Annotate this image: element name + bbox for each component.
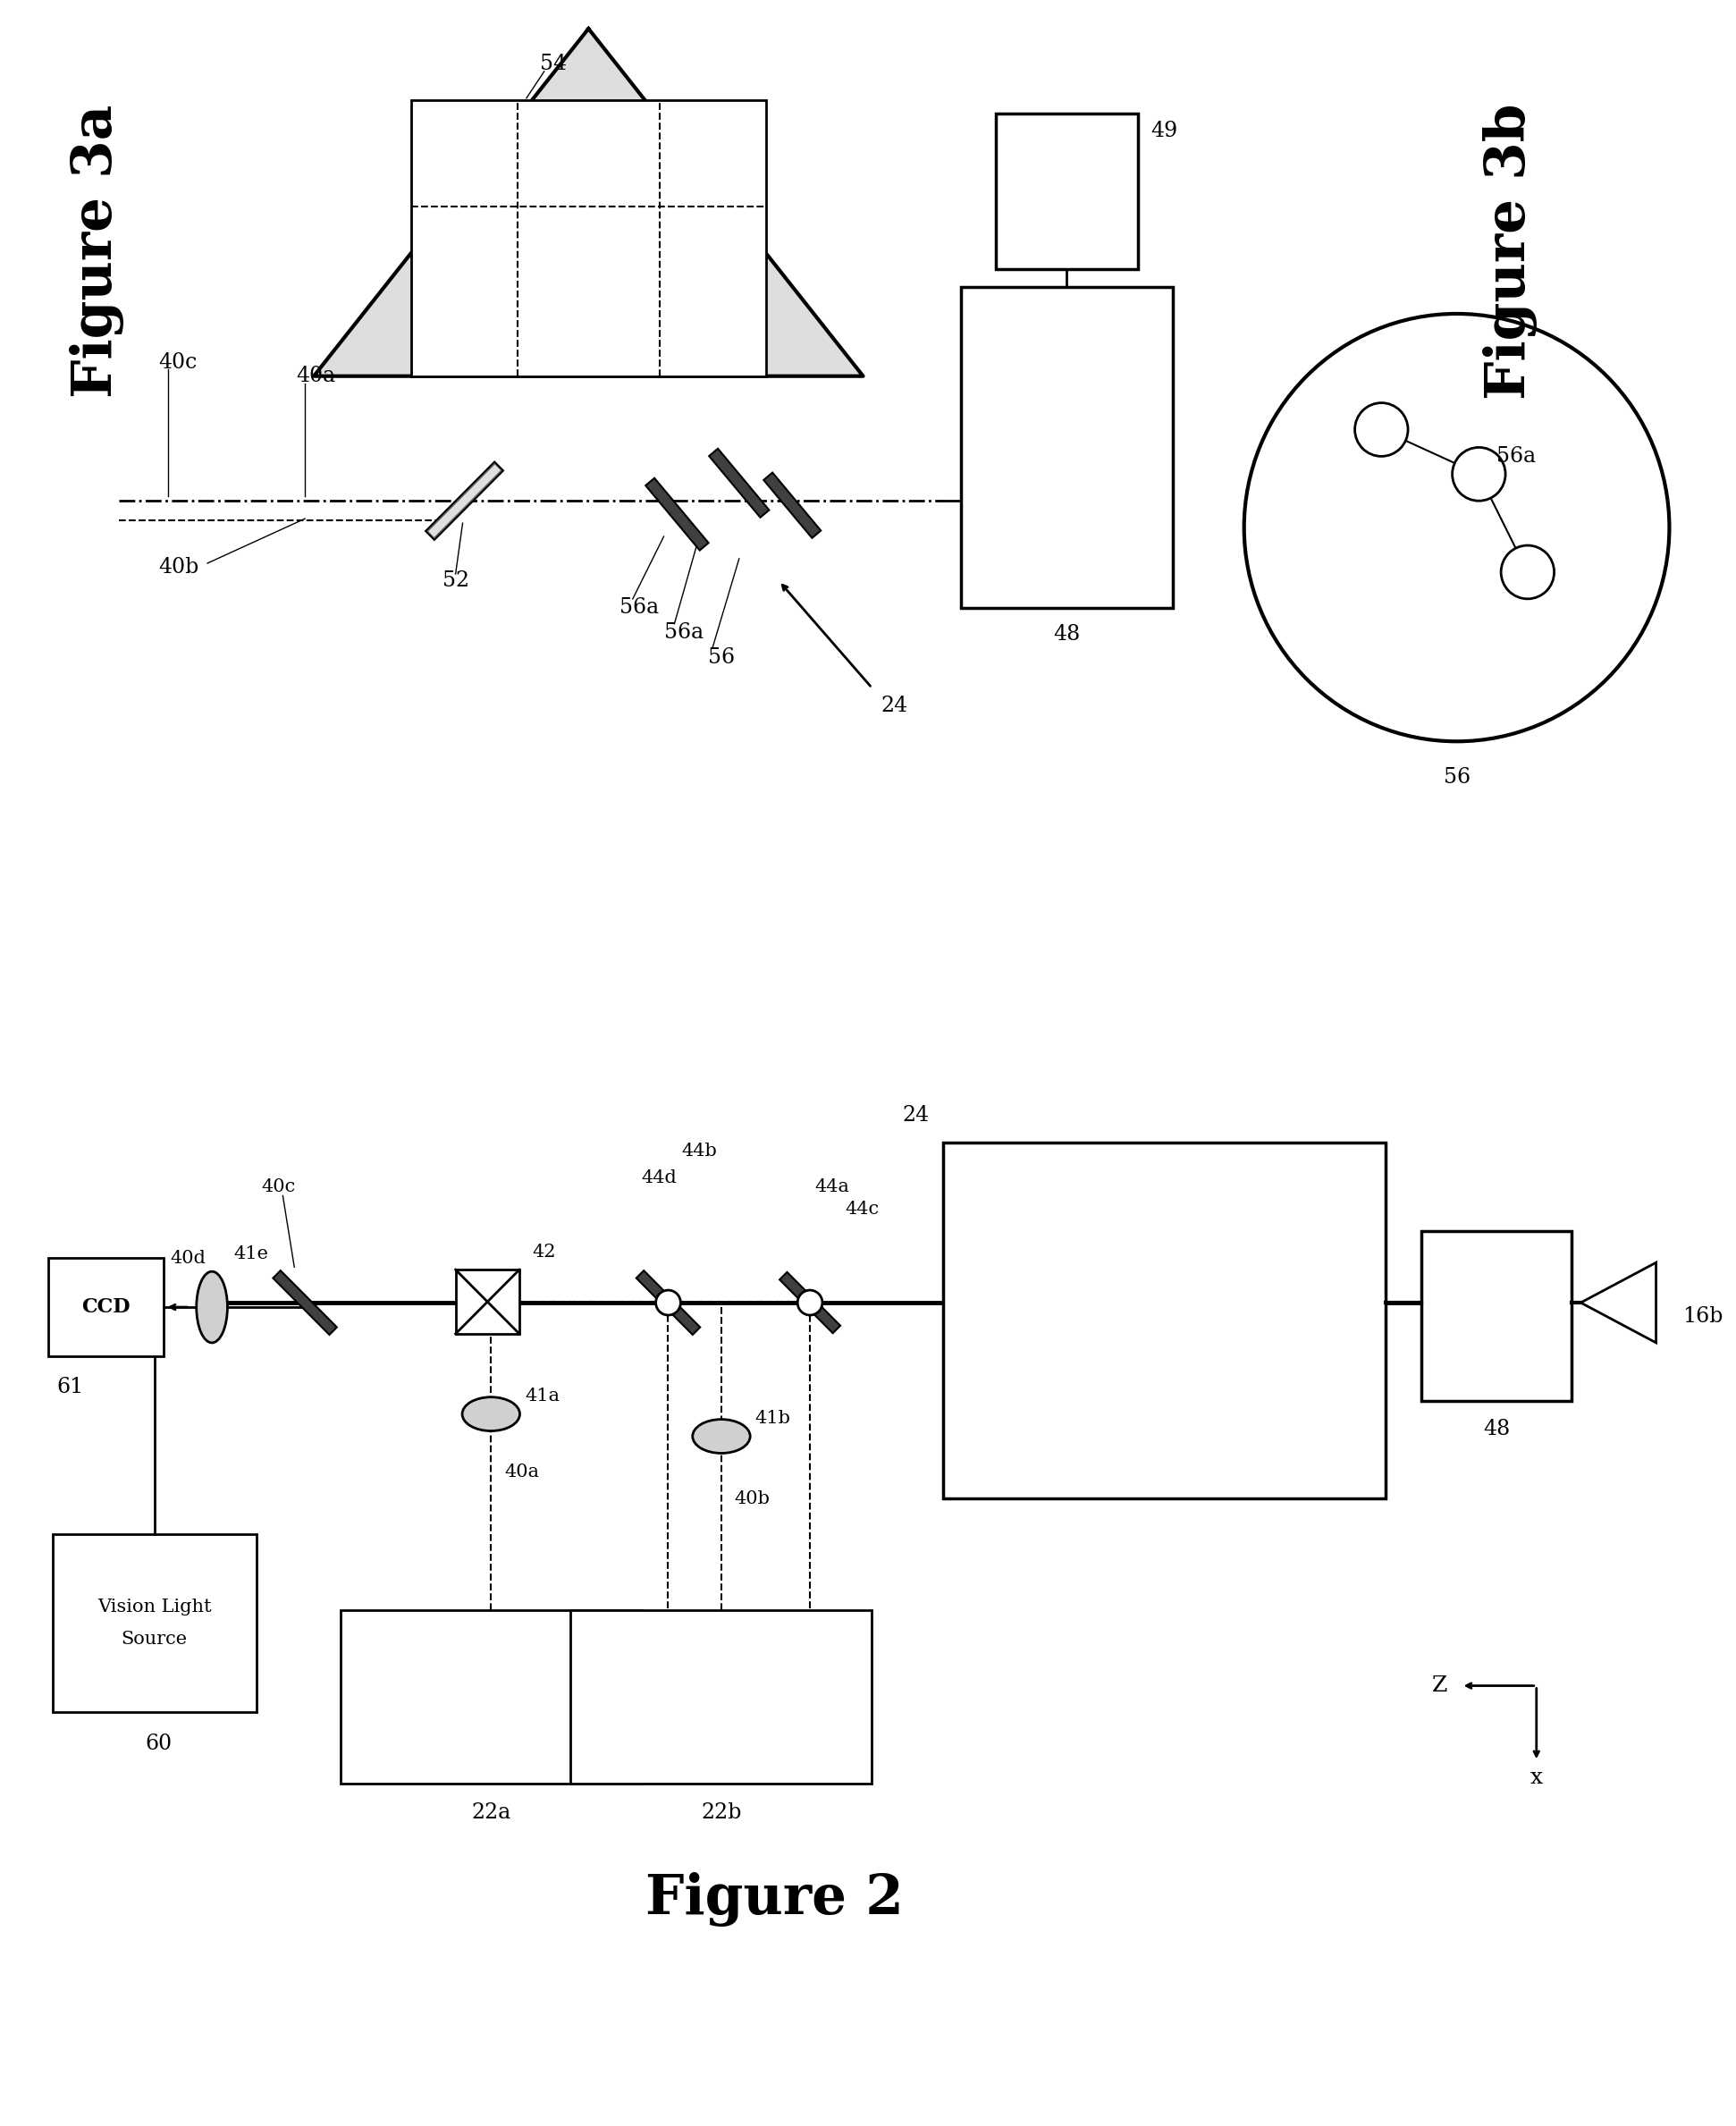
Text: 56: 56 bbox=[708, 646, 734, 668]
Text: 40b: 40b bbox=[734, 1490, 771, 1507]
Ellipse shape bbox=[693, 1420, 750, 1454]
Circle shape bbox=[1354, 402, 1408, 457]
Text: 22a: 22a bbox=[470, 1803, 510, 1822]
Bar bbox=[340, 1609, 642, 1784]
Text: 40d: 40d bbox=[170, 1250, 207, 1267]
Bar bbox=[996, 113, 1137, 270]
Text: 40a: 40a bbox=[503, 1463, 540, 1480]
Polygon shape bbox=[425, 461, 503, 540]
Circle shape bbox=[1502, 546, 1554, 600]
Polygon shape bbox=[708, 449, 769, 517]
Bar bbox=[1422, 1231, 1571, 1401]
Bar bbox=[571, 1609, 871, 1784]
Text: Vision Light: Vision Light bbox=[97, 1599, 212, 1616]
Text: 52: 52 bbox=[443, 570, 469, 591]
Text: 44b: 44b bbox=[682, 1142, 717, 1159]
Bar bbox=[49, 1259, 163, 1356]
Text: 48: 48 bbox=[1054, 625, 1080, 644]
Polygon shape bbox=[646, 478, 708, 551]
Text: 60: 60 bbox=[146, 1733, 172, 1754]
Text: 61: 61 bbox=[57, 1378, 83, 1397]
Bar bbox=[960, 287, 1174, 608]
Text: Z: Z bbox=[1432, 1675, 1448, 1697]
Bar bbox=[943, 1142, 1385, 1499]
Text: 56a: 56a bbox=[1496, 446, 1536, 466]
Text: 16b: 16b bbox=[1682, 1305, 1724, 1327]
Text: CCD: CCD bbox=[82, 1297, 130, 1316]
Text: 42: 42 bbox=[533, 1244, 556, 1261]
Text: 44c: 44c bbox=[845, 1201, 880, 1218]
Text: Source: Source bbox=[122, 1631, 187, 1648]
Text: Figure 3b: Figure 3b bbox=[1483, 104, 1536, 400]
Text: 49: 49 bbox=[1151, 121, 1177, 142]
Bar bbox=[52, 1535, 257, 1711]
Polygon shape bbox=[637, 1271, 700, 1335]
Polygon shape bbox=[314, 28, 863, 376]
Polygon shape bbox=[764, 472, 821, 538]
Text: 48: 48 bbox=[1483, 1418, 1510, 1439]
Text: 56a: 56a bbox=[620, 597, 660, 619]
Text: 22b: 22b bbox=[701, 1803, 741, 1822]
Bar bbox=[455, 1269, 519, 1333]
Text: 24: 24 bbox=[903, 1106, 929, 1127]
Text: 41b: 41b bbox=[755, 1410, 790, 1427]
Text: 41a: 41a bbox=[524, 1388, 559, 1405]
Text: Figure 3a: Figure 3a bbox=[69, 104, 123, 398]
Text: 41e: 41e bbox=[234, 1246, 269, 1263]
Text: 40c: 40c bbox=[158, 353, 198, 372]
Text: 40b: 40b bbox=[158, 557, 200, 578]
Text: x: x bbox=[1529, 1767, 1543, 1788]
Text: 44d: 44d bbox=[642, 1169, 677, 1186]
Ellipse shape bbox=[462, 1397, 519, 1431]
Text: 24: 24 bbox=[880, 695, 908, 716]
Text: 44a: 44a bbox=[814, 1178, 849, 1195]
Text: 56: 56 bbox=[1443, 767, 1470, 787]
Polygon shape bbox=[779, 1271, 840, 1333]
Circle shape bbox=[656, 1290, 681, 1316]
Polygon shape bbox=[429, 466, 500, 538]
Circle shape bbox=[797, 1290, 823, 1316]
Bar bbox=[411, 100, 766, 376]
Ellipse shape bbox=[196, 1271, 227, 1344]
Polygon shape bbox=[273, 1271, 337, 1335]
Text: 56a: 56a bbox=[663, 623, 703, 642]
Polygon shape bbox=[1581, 1263, 1656, 1344]
Text: Figure 2: Figure 2 bbox=[646, 1873, 904, 1926]
Text: 54: 54 bbox=[540, 53, 566, 74]
Circle shape bbox=[1245, 315, 1670, 742]
Text: 40c: 40c bbox=[262, 1178, 295, 1195]
Circle shape bbox=[1453, 446, 1505, 502]
Text: 40a: 40a bbox=[297, 366, 335, 387]
